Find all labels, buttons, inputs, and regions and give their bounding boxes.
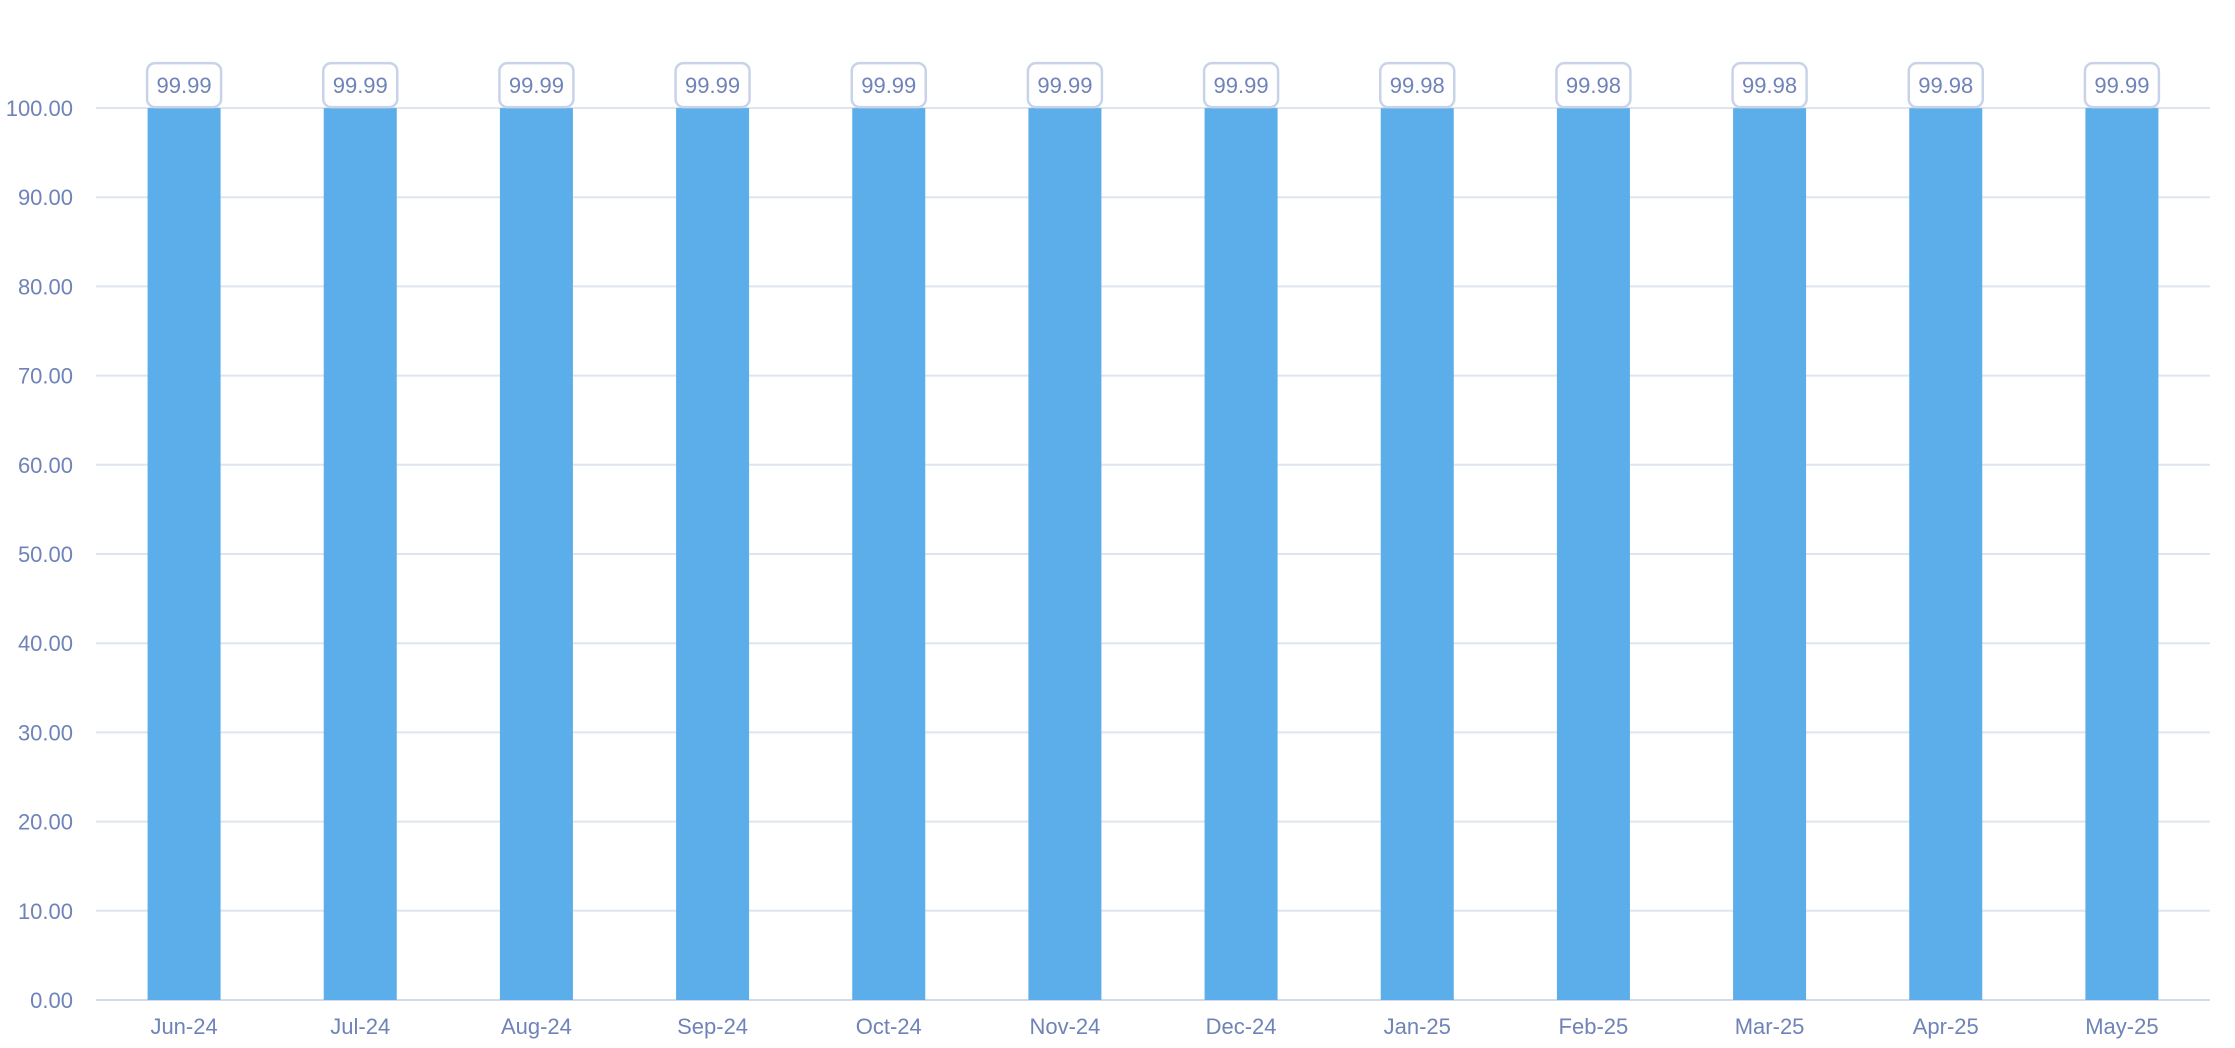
x-tick-label: Jun-24 [150, 1014, 217, 1039]
data-label-box [322, 61, 399, 109]
bar[interactable] [852, 108, 926, 1000]
data-label: 99.99 [333, 73, 388, 98]
y-tick-label: 100.00 [6, 96, 73, 121]
bars [147, 108, 2159, 1000]
x-tick-label: Jul-24 [330, 1014, 390, 1039]
y-tick-label: 30.00 [18, 720, 73, 745]
gridlines [96, 107, 2210, 1001]
y-tick-label: 80.00 [18, 274, 73, 299]
bar[interactable] [1204, 108, 1278, 1000]
data-label-box [498, 61, 575, 109]
data-label-box [1907, 61, 1984, 109]
data-label: 99.98 [1566, 73, 1621, 98]
bar[interactable] [1380, 108, 1454, 1000]
y-tick-label: 20.00 [18, 810, 73, 835]
data-label-box [145, 61, 223, 109]
data-label-box [2083, 61, 2161, 109]
data-labels: 99.99 99.99 99.99 99.99 99.99 99.99 99.99 99.98… [145, 61, 2161, 109]
data-label: 99.99 [1214, 73, 1269, 98]
bar[interactable] [147, 108, 221, 1000]
bar[interactable] [1028, 108, 1102, 1000]
bar[interactable] [1556, 108, 1630, 1000]
x-tick-label: Jan-25 [1384, 1014, 1451, 1039]
bar[interactable] [323, 108, 397, 1000]
bar[interactable] [676, 108, 750, 1000]
data-label: 99.99 [509, 73, 564, 98]
data-label: 99.99 [685, 73, 740, 98]
x-tick-label: Mar-25 [1735, 1014, 1805, 1039]
bar[interactable] [2085, 108, 2159, 1000]
data-label: 99.99 [861, 73, 916, 98]
y-tick-label: 0.00 [30, 988, 73, 1013]
x-tick-label: Sep-24 [677, 1014, 748, 1039]
data-label-box [674, 61, 751, 109]
data-label-box [1202, 61, 1280, 109]
y-tick-label: 40.00 [18, 631, 73, 656]
y-tick-label: 70.00 [18, 364, 73, 389]
data-label: 99.99 [2094, 73, 2149, 98]
x-tick-label: Apr-25 [1913, 1014, 1979, 1039]
data-label: 99.99 [1037, 73, 1092, 98]
bar[interactable] [1909, 108, 1983, 1000]
bar[interactable] [1733, 108, 1807, 1000]
x-tick-label: Dec-24 [1206, 1014, 1277, 1039]
y-tick-label: 60.00 [18, 453, 73, 478]
data-label-box [850, 61, 927, 109]
data-label-box [1379, 61, 1456, 109]
x-tick-label: Nov-24 [1029, 1014, 1100, 1039]
data-label-box [1731, 61, 1808, 109]
y-tick-label: 10.00 [18, 899, 73, 924]
data-label: 99.99 [157, 73, 212, 98]
data-label: 99.98 [1918, 73, 1973, 98]
data-label-box [1555, 61, 1632, 109]
y-tick-label: 90.00 [18, 185, 73, 210]
x-tick-label: Aug-24 [501, 1014, 572, 1039]
x-tick-label: Feb-25 [1559, 1014, 1629, 1039]
bar[interactable] [499, 108, 573, 1000]
axes: 0.00 10.00 20.00 30.00 40.00 50.00 60.00 70.00 8… [6, 96, 2159, 1039]
y-tick-label: 50.00 [18, 542, 73, 567]
data-label: 99.98 [1390, 73, 1445, 98]
x-tick-label: Oct-24 [856, 1014, 922, 1039]
x-tick-label: May-25 [2085, 1014, 2158, 1039]
data-label: 99.98 [1742, 73, 1797, 98]
data-label-box [1026, 61, 1104, 109]
